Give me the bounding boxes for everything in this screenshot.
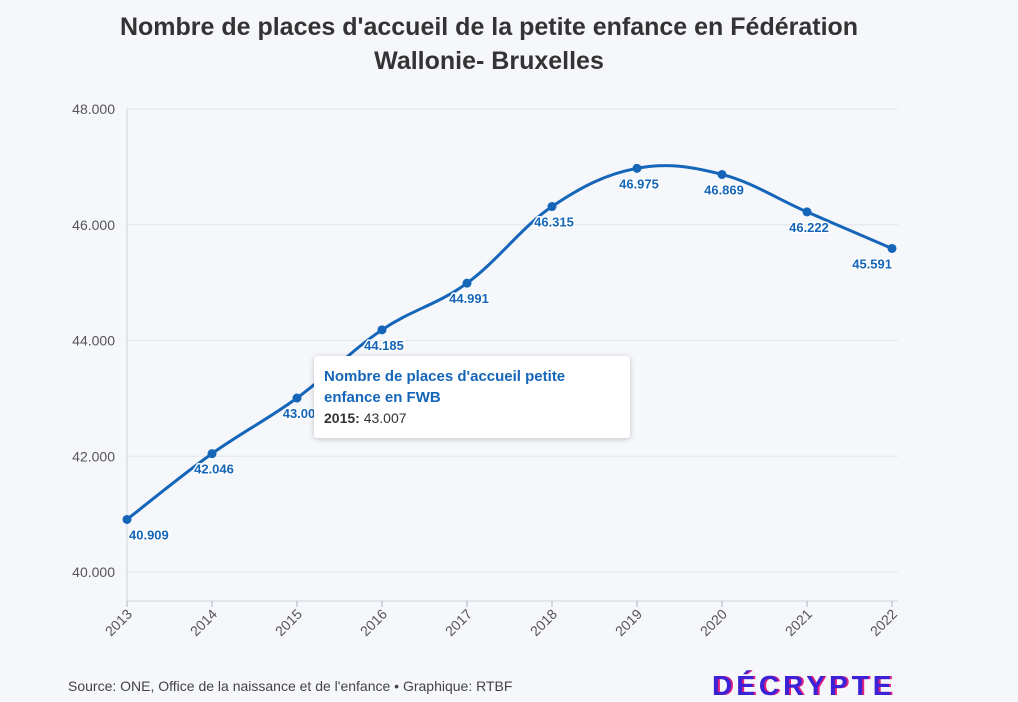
data-point[interactable]: [547, 202, 557, 212]
tooltip-value-line: 2015: 43.007: [324, 410, 620, 426]
data-point[interactable]: [122, 514, 132, 524]
data-point[interactable]: [802, 207, 812, 217]
data-label: 46.869: [704, 182, 744, 197]
x-tick-label: 2021: [782, 606, 815, 639]
source-note: Source: ONE, Office de la naissance et d…: [68, 678, 513, 694]
x-tick-label: 2022: [867, 606, 900, 639]
data-label: 42.046: [194, 462, 234, 477]
data-point[interactable]: [717, 169, 727, 179]
brand-logo: DÉCRYPTE: [712, 670, 896, 701]
x-tick-label: 2017: [442, 606, 475, 639]
x-tick-label: 2020: [697, 606, 730, 639]
series-line: [126, 164, 893, 521]
tooltip-value: 43.007: [363, 410, 407, 426]
y-tick-label: 40.000: [72, 564, 115, 580]
data-label: 46.222: [789, 220, 829, 235]
data-label: 46.975: [619, 176, 659, 191]
series: [122, 163, 897, 524]
grid: [127, 108, 898, 573]
data-label: 43.00: [283, 406, 316, 421]
y-tick-label: 44.000: [72, 333, 115, 349]
data-point[interactable]: [462, 278, 472, 288]
tooltip: Nombre de places d'accueil petite enfanc…: [314, 356, 630, 438]
tooltip-series-name: Nombre de places d'accueil petite enfanc…: [324, 368, 566, 406]
x-tick-label: 2019: [612, 606, 645, 639]
data-label: 44.185: [364, 338, 404, 353]
x-tick-label: 2014: [187, 606, 220, 639]
data-label: 46.315: [534, 215, 574, 230]
data-point[interactable]: [887, 243, 897, 253]
data-label: 40.909: [129, 527, 169, 542]
chart-title: Nombre de places d'accueil de la petite …: [0, 10, 978, 78]
data-point[interactable]: [207, 449, 217, 459]
tooltip-year: 2015:: [324, 410, 360, 426]
data-point[interactable]: [292, 393, 302, 403]
y-tick-label: 42.000: [72, 448, 115, 464]
x-tick-label: 2015: [272, 606, 305, 639]
data-label: 44.991: [449, 291, 489, 306]
x-tick-label: 2013: [102, 606, 135, 639]
chart-title-line-1: Nombre de places d'accueil de la petite …: [119, 13, 859, 41]
x-tick-label: 2018: [527, 606, 560, 639]
data-point[interactable]: [377, 325, 387, 335]
y-tick-label: 46.000: [72, 217, 115, 233]
data-labels: 40.909 42.046 43.00 44.185 44.991 46.315 46.97…: [128, 175, 894, 544]
y-tick-label: 48.000: [72, 101, 115, 117]
data-label: 45.591: [852, 256, 892, 271]
chart-title-line-2: Wallonie- Bruxelles: [374, 47, 604, 75]
x-tick-label: 2016: [357, 606, 390, 639]
data-point[interactable]: [632, 163, 642, 173]
